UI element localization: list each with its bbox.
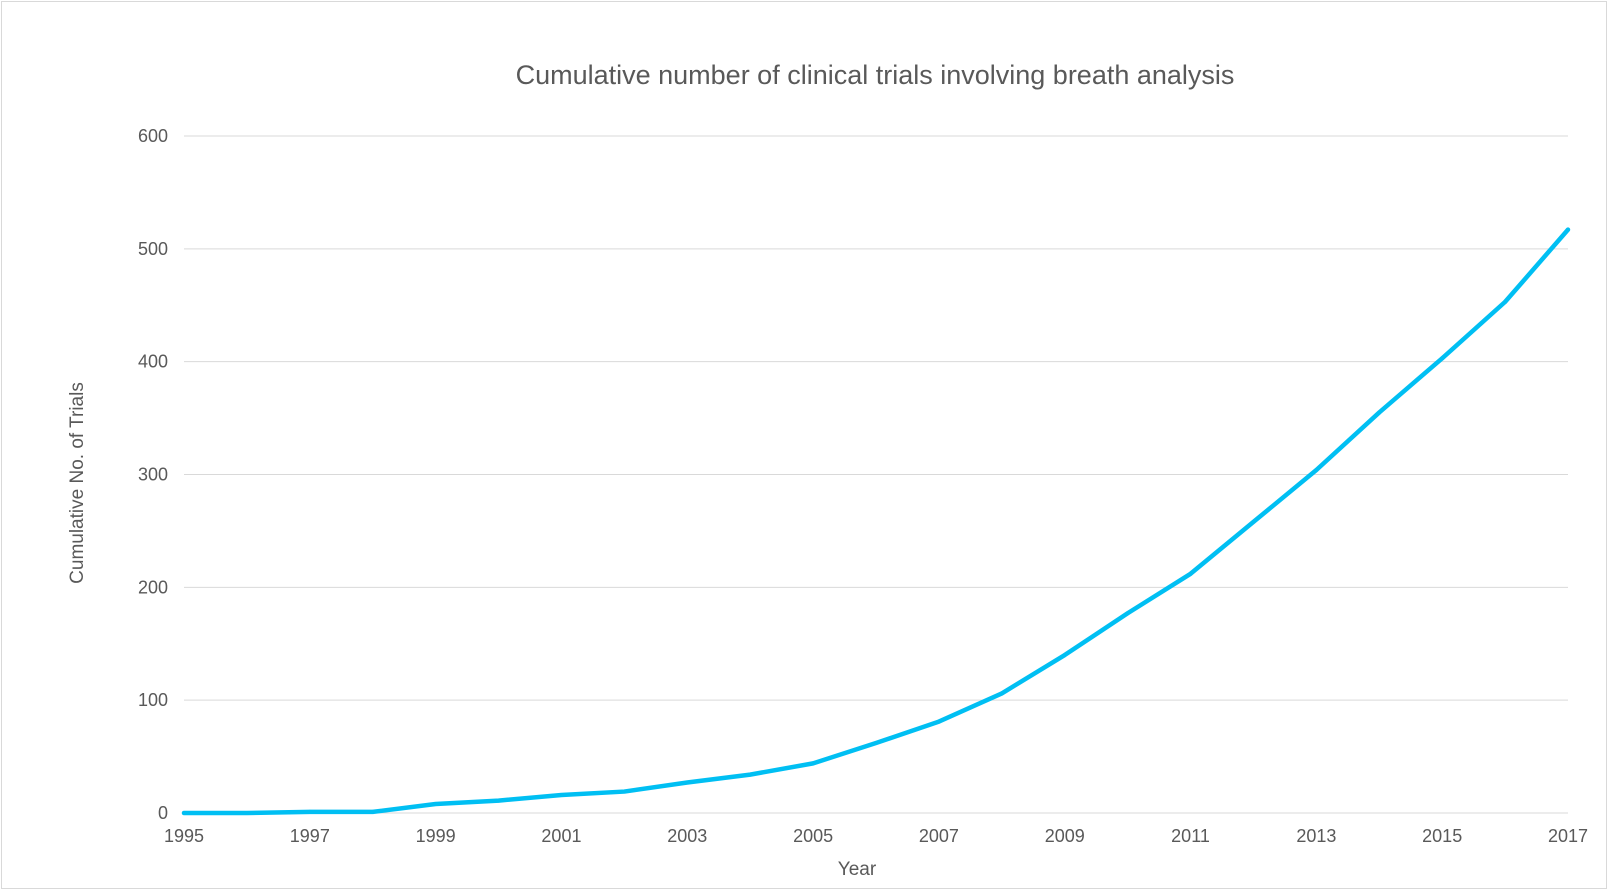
x-tick-label: 1995	[164, 826, 204, 846]
series-line-0	[181, 227, 1571, 816]
y-axis-label: Cumulative No. of Trials	[67, 382, 88, 584]
x-tick-label: 2003	[667, 826, 707, 846]
y-tick-label: 0	[158, 803, 168, 823]
x-tick-label: 2015	[1422, 826, 1462, 846]
data-point-2015	[1440, 356, 1445, 361]
data-point-2007	[936, 719, 941, 724]
data-point-2006	[874, 741, 878, 746]
data-point-2012	[1251, 519, 1256, 524]
y-tick-label: 400	[138, 352, 168, 372]
x-tick-label: 1997	[290, 826, 330, 846]
y-tick-label: 500	[138, 239, 168, 259]
data-point-2001	[559, 792, 564, 797]
data-point-2016	[1503, 299, 1508, 304]
y-tick-label: 600	[138, 126, 168, 146]
y-tick-label: 200	[138, 577, 168, 597]
x-tick-label: 2013	[1296, 826, 1336, 846]
y-axis-ticks: 0 100 200 300 400 500 600	[138, 126, 168, 823]
data-point-2017	[1566, 227, 1570, 232]
x-tick-label: 1999	[416, 826, 456, 846]
data-point-2000	[496, 798, 501, 803]
data-point-1995	[182, 811, 186, 815]
data-point-2005	[811, 761, 816, 766]
gridlines	[184, 135, 1568, 814]
y-tick-label: 300	[138, 465, 168, 485]
data-point-2013	[1314, 467, 1319, 472]
data-point-2010	[1125, 611, 1130, 616]
data-point-2002	[622, 789, 627, 794]
x-axis-ticks: 1995 1997 1999 2001 2003 2005 2007 2009 2011 2013…	[164, 826, 1588, 846]
series-layer	[181, 227, 1571, 816]
data-point-1996	[244, 811, 249, 815]
data-point-2011	[1188, 571, 1193, 576]
x-tick-label: 2011	[1171, 826, 1210, 846]
data-point-1998	[370, 809, 375, 814]
data-point-1997	[307, 809, 312, 814]
x-tick-label: 2007	[919, 826, 959, 846]
x-tick-label: 2017	[1548, 826, 1588, 846]
chart-title: Cumulative number of clinical trials inv…	[516, 60, 1235, 90]
x-axis-label: Year	[838, 859, 877, 880]
data-point-2014	[1377, 410, 1382, 415]
y-tick-label: 100	[138, 690, 168, 710]
x-tick-label: 2009	[1045, 826, 1085, 846]
x-tick-label: 2005	[793, 826, 833, 846]
data-point-2003	[685, 780, 690, 785]
data-point-2008	[999, 691, 1004, 696]
data-point-1999	[433, 801, 438, 806]
data-point-2004	[748, 772, 753, 777]
data-point-2009	[1062, 653, 1067, 658]
x-tick-label: 2001	[541, 826, 581, 846]
